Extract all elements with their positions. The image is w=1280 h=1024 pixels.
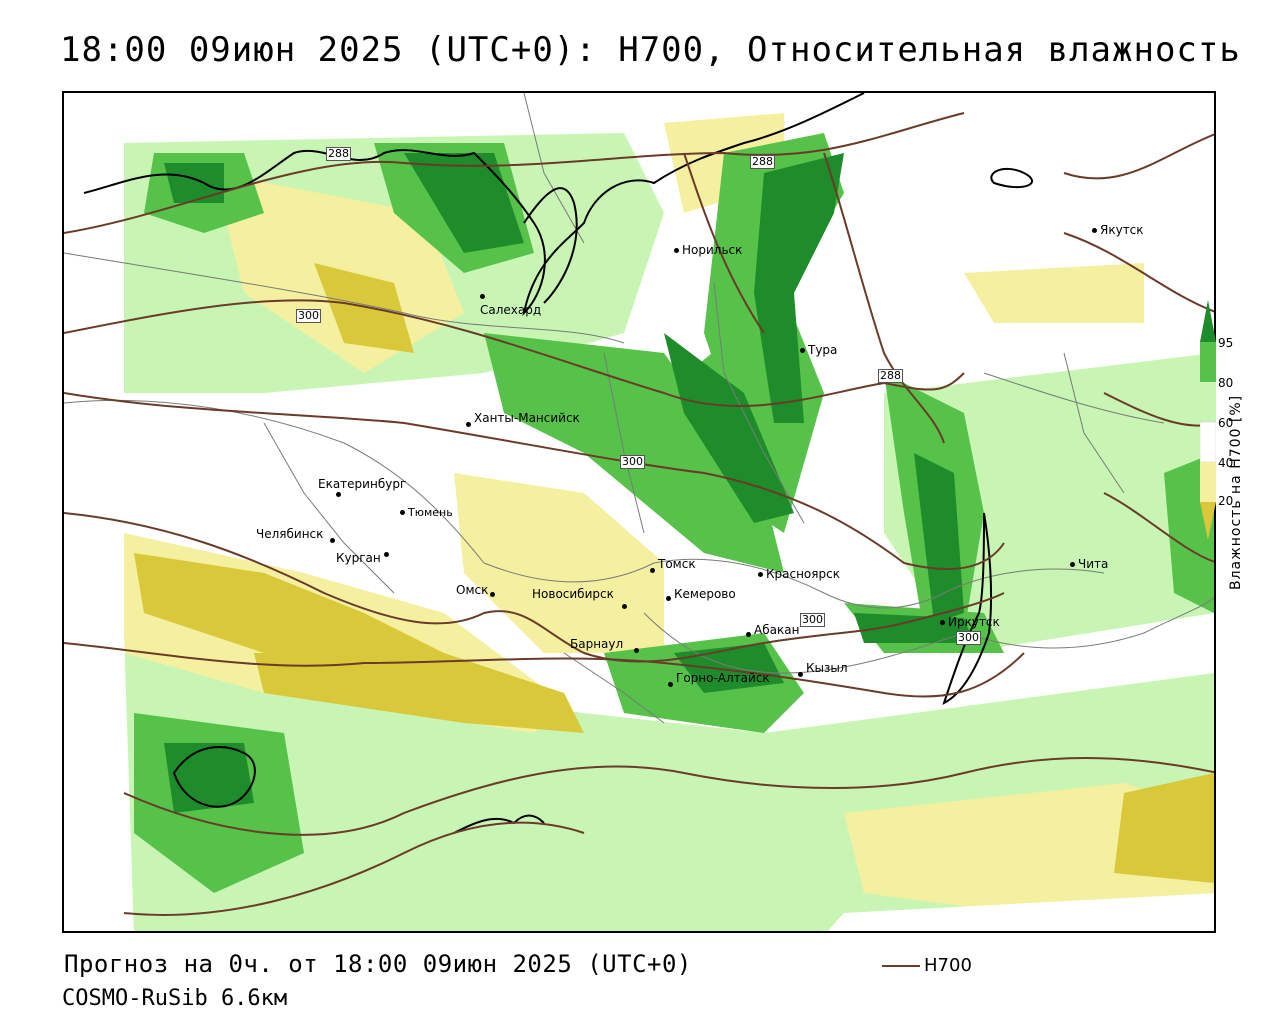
city-dot-icon — [1092, 228, 1097, 233]
field-white-s-corner — [827, 893, 1214, 931]
humidity-fields — [64, 93, 1214, 931]
city-dot-icon — [490, 592, 495, 597]
isoline-label: 300 — [620, 455, 645, 469]
city-kurgan[interactable]: Курган — [336, 547, 437, 565]
forecast-info: Прогноз на 0ч. от 18:00 09июн 2025 (UTC+… — [64, 950, 692, 978]
city-barnaul[interactable]: Барнаул — [570, 637, 695, 657]
city-yekaterinburg[interactable]: Екатеринбург — [318, 477, 432, 501]
city-dot-icon — [650, 568, 655, 573]
city-dot-icon — [634, 648, 639, 653]
field-dark-green-3 — [914, 453, 964, 623]
field-green-band-3 — [484, 333, 784, 573]
city-tura[interactable]: Тура — [800, 343, 837, 357]
city-tomsk[interactable]: Томск — [650, 557, 696, 577]
city-dot-icon — [668, 682, 673, 687]
map-title: 18:00 09июн 2025 (UTC+0): H700, Относите… — [60, 30, 1241, 70]
city-irkutsk[interactable]: Иркутск — [940, 615, 1000, 629]
city-dot-icon — [400, 510, 405, 515]
field-dark-green-1 — [754, 153, 844, 423]
city-tyumen[interactable]: Тюмень — [400, 505, 453, 519]
isoline-label: 288 — [750, 155, 775, 169]
yamal-coast — [523, 187, 578, 304]
humidity-map — [64, 93, 1214, 931]
isoline-label: 300 — [800, 613, 825, 627]
city-omsk[interactable]: Омск — [456, 583, 530, 601]
field-white-nw-corner — [64, 93, 124, 153]
field-white-sw-corner — [64, 613, 134, 931]
city-norilsk[interactable]: Норильск — [674, 243, 742, 257]
city-dot-icon — [1070, 562, 1075, 567]
field-dark-green-4 — [404, 153, 524, 253]
gulf-coast-ne — [990, 167, 1033, 189]
city-dot-icon — [746, 632, 751, 637]
humidity-legend: 95 80 60 40 20 Влажность на H700 [%] — [1198, 300, 1268, 590]
caspian-sea — [172, 746, 256, 808]
legend-tick: 20 — [1218, 494, 1234, 508]
city-salekhard[interactable]: Салехард — [480, 289, 549, 317]
city-krasnoyarsk[interactable]: Красноярск — [758, 567, 840, 581]
legend-tick: 95 — [1218, 336, 1234, 350]
isoline-label: 288 — [878, 369, 903, 383]
legend-tick: 80 — [1218, 376, 1234, 390]
field-dark-yellow-west — [134, 553, 444, 673]
legend-color-bar — [1200, 300, 1216, 540]
region-borders — [64, 93, 1214, 724]
city-dot-icon — [480, 294, 485, 299]
city-gorno-altaysk[interactable]: Горно-Алтайск — [668, 671, 770, 691]
field-dark-yellow-se — [1114, 773, 1214, 883]
city-yakutsk[interactable]: Якутск — [1092, 223, 1144, 237]
field-white-ne-corner — [1164, 93, 1214, 353]
field-dark-green-2 — [664, 333, 794, 523]
city-dot-icon — [674, 248, 679, 253]
field-yellow-central — [454, 473, 664, 653]
city-dot-icon — [666, 596, 671, 601]
field-dark-yellow-south — [254, 653, 584, 733]
field-dark-yellow-north — [314, 263, 414, 353]
city-dot-icon — [758, 572, 763, 577]
model-name: COSMO-RuSib 6.6км — [62, 986, 288, 1011]
map-area[interactable]: 288 288 300 300 288 300 300 Салехард Нор… — [62, 91, 1216, 933]
city-kemerovo[interactable]: Кемерово — [666, 587, 736, 605]
field-dark-green-7 — [164, 743, 254, 813]
city-dot-icon — [800, 348, 805, 353]
isoline-label: 288 — [326, 147, 351, 161]
contour-key: H700 — [882, 955, 972, 976]
field-dark-green-8 — [164, 163, 224, 203]
city-novosibirsk[interactable]: Новосибирск — [532, 587, 712, 613]
legend-tick: 40 — [1218, 456, 1234, 470]
isoline-label: 300 — [956, 631, 981, 645]
city-chelyabinsk[interactable]: Челябинск — [256, 527, 405, 547]
city-dot-icon — [622, 604, 627, 609]
legend-axis-label: Влажность на H700 [%] — [1228, 394, 1244, 590]
isoline-label: 300 — [296, 309, 321, 323]
city-chita[interactable]: Чита — [1070, 557, 1108, 571]
city-kyzyl[interactable]: Кызыл — [798, 661, 848, 681]
city-khanty-mansiysk[interactable]: Ханты-Мансийск — [466, 411, 580, 431]
city-dot-icon — [384, 552, 389, 557]
city-abakan[interactable]: Абакан — [746, 623, 799, 641]
city-dot-icon — [336, 492, 341, 497]
city-dot-icon — [798, 672, 803, 677]
city-dot-icon — [330, 538, 335, 543]
contour-line-icon — [882, 965, 920, 967]
city-dot-icon — [466, 422, 471, 427]
city-dot-icon — [940, 620, 945, 625]
legend-tick: 60 — [1218, 416, 1234, 430]
field-yellow-east — [964, 263, 1144, 323]
